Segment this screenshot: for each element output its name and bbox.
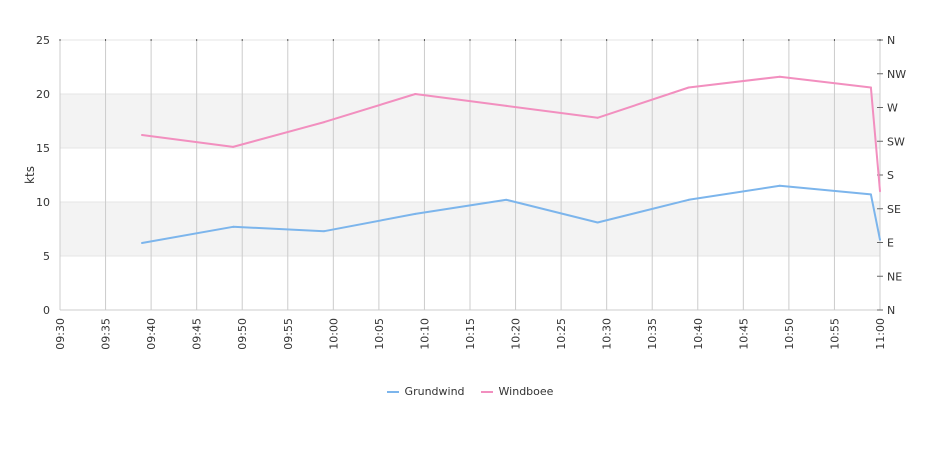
legend: Grundwind Windboee xyxy=(0,385,940,398)
x-tick-label-9: 10:15 xyxy=(464,318,477,350)
point-windboee-2 xyxy=(323,121,326,124)
x-tick-label-17: 10:55 xyxy=(828,318,841,350)
x-tick-label-13: 10:35 xyxy=(646,318,659,350)
series-lines xyxy=(141,75,881,245)
direction-label-7: NE xyxy=(887,270,902,283)
point-grundwind-0 xyxy=(141,242,143,245)
y-tick-label-0: 0 xyxy=(43,304,50,317)
y-tick-label-4: 20 xyxy=(36,88,50,101)
x-axis: 09:30 09:35 09:40 09:45 09:50 09:55 10:00 10:05… xyxy=(54,39,887,350)
point-windboee-0 xyxy=(141,134,143,137)
x-tick-label-16: 10:50 xyxy=(783,318,796,350)
point-grundwind-9 xyxy=(879,238,881,241)
direction-label-6: E xyxy=(887,237,894,250)
point-windboee-7 xyxy=(778,75,781,78)
y-axis: 0 5 10 15 20 25 xyxy=(36,34,50,317)
y-tick-label-5: 25 xyxy=(36,34,50,47)
y-tick-label-3: 15 xyxy=(36,142,50,155)
x-tick-label-7: 10:05 xyxy=(373,318,386,350)
point-grundwind-1 xyxy=(232,225,235,228)
series-line-grundwind xyxy=(141,184,881,244)
point-windboee-8 xyxy=(869,86,872,89)
direction-label-5: SE xyxy=(887,203,901,216)
legend-label-windboee: Windboee xyxy=(498,385,554,398)
x-tick-label-15: 10:45 xyxy=(737,318,750,350)
point-windboee-5 xyxy=(596,116,599,119)
x-tick-label-14: 10:40 xyxy=(692,318,705,350)
x-gridlines xyxy=(59,39,881,311)
direction-label-1: NW xyxy=(887,68,906,81)
line-chart: 0 5 10 15 20 25 N NW W SW S SE E NE N 09:30 09:35 09:40… xyxy=(23,34,906,350)
direction-axis: N NW W SW S SE E NE N xyxy=(877,34,906,317)
point-grundwind-7 xyxy=(778,184,781,187)
x-tick-label-5: 09:55 xyxy=(282,318,295,350)
x-tick-label-8: 10:10 xyxy=(418,318,431,350)
point-grundwind-8 xyxy=(869,193,872,196)
point-windboee-6 xyxy=(687,86,690,89)
x-tick-label-11: 10:25 xyxy=(555,318,568,350)
legend-swatch-windboee xyxy=(480,390,493,393)
legend-label-grundwind: Grundwind xyxy=(404,385,465,398)
point-grundwind-4 xyxy=(505,198,508,201)
point-grundwind-2 xyxy=(323,230,326,233)
x-tick-label-3: 09:45 xyxy=(191,318,204,350)
direction-label-8: N xyxy=(887,304,895,317)
point-windboee-1 xyxy=(232,145,235,148)
x-tick-label-12: 10:30 xyxy=(601,318,614,350)
point-windboee-3 xyxy=(414,93,417,95)
legend-swatch-grundwind xyxy=(386,390,399,393)
point-grundwind-5 xyxy=(596,221,599,224)
y-tick-label-1: 5 xyxy=(43,250,50,263)
point-windboee-9 xyxy=(879,190,881,193)
x-tick-label-1: 09:35 xyxy=(100,318,113,350)
x-tick-label-4: 09:50 xyxy=(236,318,249,350)
y-axis-label: kts xyxy=(23,166,37,184)
x-tick-label-10: 10:20 xyxy=(510,318,523,350)
legend-item-windboee[interactable]: Windboee xyxy=(480,385,554,398)
legend-item-grundwind[interactable]: Grundwind xyxy=(386,385,465,398)
series-line-windboee xyxy=(141,75,881,192)
direction-label-2: W xyxy=(887,102,898,115)
direction-label-3: SW xyxy=(887,135,905,148)
x-tick-label-0: 09:30 xyxy=(54,318,67,350)
x-tick-label-2: 09:40 xyxy=(145,318,158,350)
direction-label-4: S xyxy=(887,169,894,182)
x-tick-label-18: 11:00 xyxy=(874,318,887,350)
direction-label-0: N xyxy=(887,34,895,47)
y-tick-label-2: 10 xyxy=(36,196,50,209)
point-grundwind-3 xyxy=(414,212,417,215)
point-grundwind-6 xyxy=(687,198,690,201)
point-windboee-4 xyxy=(505,104,508,107)
x-tick-label-6: 10:00 xyxy=(327,318,340,350)
